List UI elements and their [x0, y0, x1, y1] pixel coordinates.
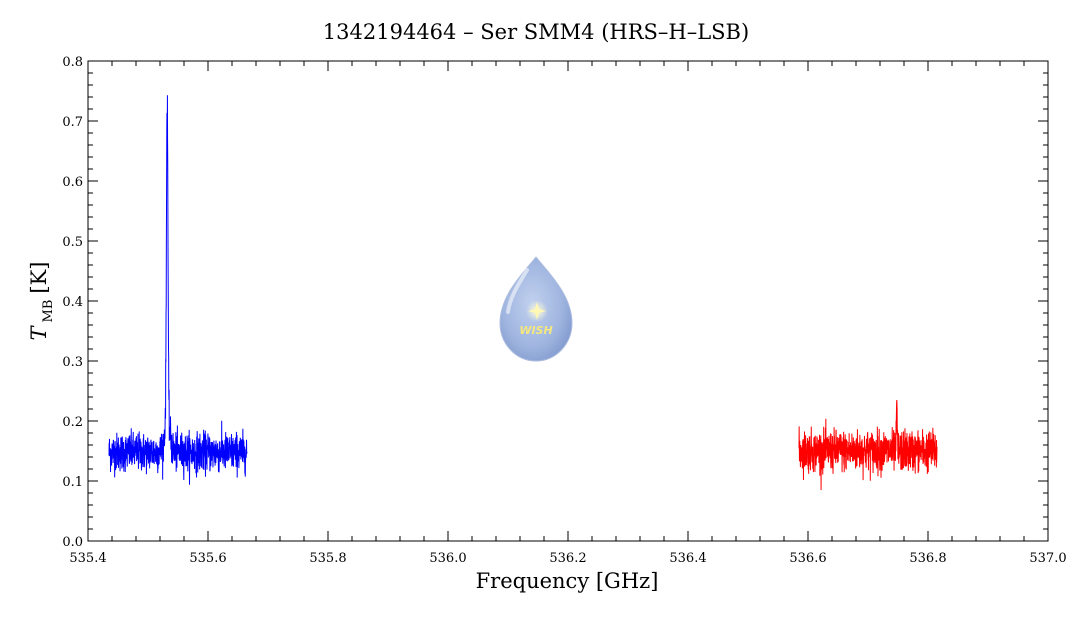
x-tick-label: 536.4	[669, 551, 706, 566]
x-tick-label: 535.4	[69, 551, 106, 566]
x-tick-labels: 535.4 535.6 535.8 536.0 536.2 536.4 536.6 536.8…	[69, 551, 1066, 566]
x-tick-label: 536.8	[909, 551, 946, 566]
y-tick-label: 0.2	[62, 415, 83, 430]
x-tick-label: 537.0	[1029, 551, 1066, 566]
wish-logo-text: WISH	[519, 324, 552, 337]
x-tick-label: 535.8	[309, 551, 346, 566]
y-axis-label: TMB [K]	[27, 262, 56, 341]
star-icon	[528, 302, 546, 320]
plot-frame	[87, 60, 1049, 542]
x-tick-label: 536.0	[429, 551, 466, 566]
series-blue-line	[108, 95, 248, 485]
y-axis-label-symbol: T	[27, 324, 51, 340]
x-tick-label: 536.2	[549, 551, 586, 566]
y-tick-label: 0.5	[62, 235, 83, 250]
y-tick-label: 0.0	[62, 535, 83, 550]
y-tick-label: 0.6	[62, 175, 83, 190]
axis-ticks	[87, 60, 1049, 542]
svg-text:TMB[K]: TMB [K]	[27, 262, 56, 341]
y-tick-label: 0.3	[62, 355, 83, 370]
x-tick-label: 536.6	[789, 551, 826, 566]
y-axis-label-unit: [K]	[27, 262, 51, 294]
series-red-line	[798, 399, 938, 491]
y-tick-label: 0.7	[62, 115, 83, 130]
y-tick-labels: 0.0 0.1 0.2 0.3 0.4 0.5 0.6 0.7 0.8	[62, 55, 83, 550]
chart-title: 1342194464 – Ser SMM4 (HRS–H–LSB)	[323, 20, 749, 44]
y-axis-label-subscript: MB	[41, 300, 56, 323]
x-axis-label: Frequency [GHz]	[476, 569, 659, 593]
y-tick-label: 0.1	[62, 475, 83, 490]
y-tick-label: 0.8	[62, 55, 83, 70]
wish-logo: WISH	[499, 256, 573, 362]
y-tick-label: 0.4	[62, 295, 83, 310]
x-tick-label: 535.6	[189, 551, 226, 566]
